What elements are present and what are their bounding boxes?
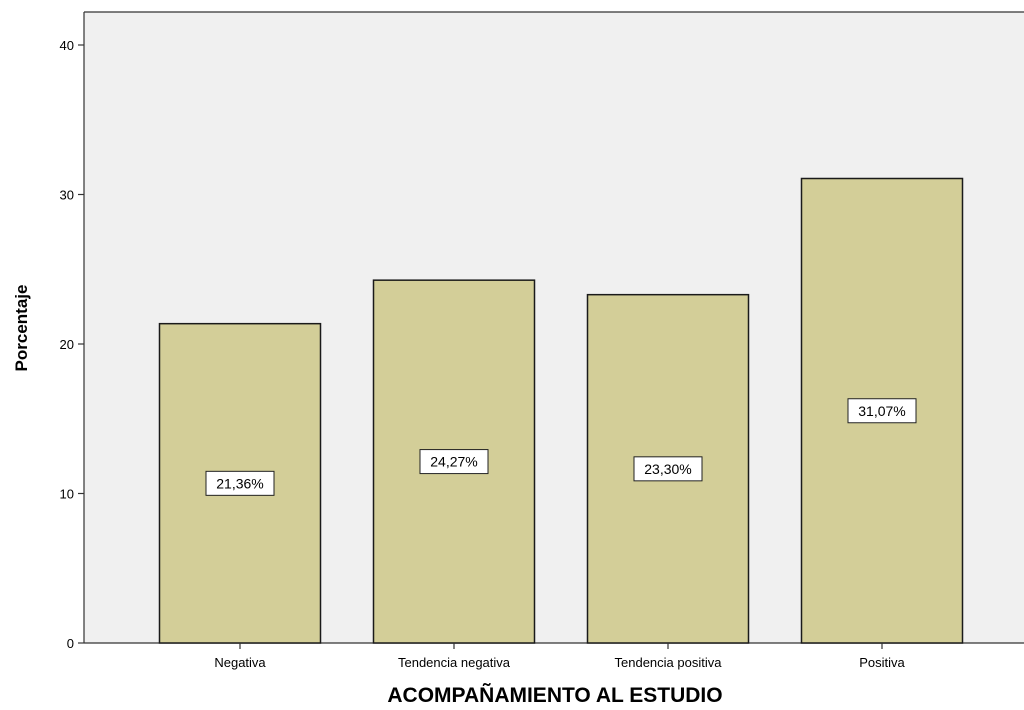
x-tick-label: Tendencia positiva <box>615 655 723 670</box>
y-tick-label: 40 <box>60 38 74 53</box>
x-tick-label: Positiva <box>859 655 905 670</box>
x-tick-label: Tendencia negativa <box>398 655 511 670</box>
x-axis-ticks: Negativa Tendencia negativa Tendencia posi… <box>214 643 906 670</box>
x-tick-label: Negativa <box>214 655 266 670</box>
x-axis-title: ACOMPAÑAMIENTO AL ESTUDIO <box>387 684 722 707</box>
data-label-box <box>847 398 917 424</box>
y-tick-label: 30 <box>60 188 74 203</box>
y-tick-label: 0 <box>67 636 74 651</box>
data-label-box <box>419 449 489 475</box>
y-tick-label: 10 <box>60 487 74 502</box>
data-label-box <box>633 456 703 482</box>
y-tick-label: 20 <box>60 337 74 352</box>
bars-group: 21,36% 24,27% 23,30% 31,07% <box>158 177 964 644</box>
data-label: 21,36% <box>216 475 263 491</box>
data-label: 31,07% <box>858 403 905 419</box>
data-label-box <box>205 470 275 496</box>
data-label: 24,27% <box>430 454 477 470</box>
y-axis-title: Porcentaje <box>12 285 31 372</box>
y-axis-ticks: 0 10 20 30 40 <box>60 38 84 651</box>
data-label: 23,30% <box>644 461 691 477</box>
